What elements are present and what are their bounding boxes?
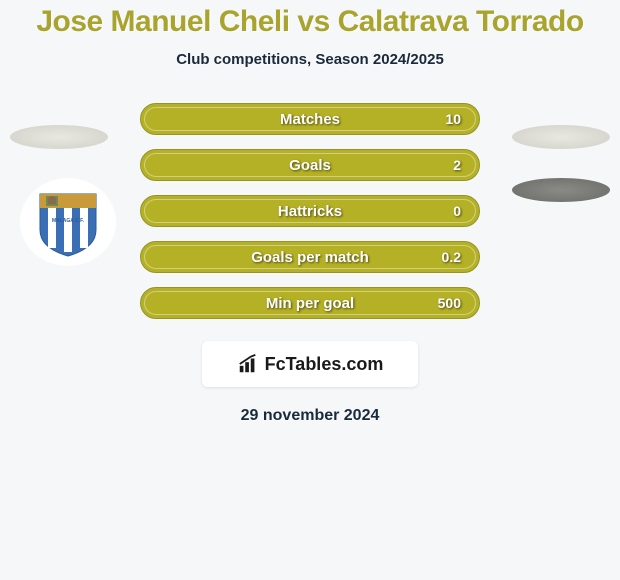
stat-label: Hattricks [278, 203, 342, 220]
stat-value: 0.2 [442, 249, 461, 265]
stat-label: Goals [289, 157, 331, 174]
stat-label: Matches [280, 111, 340, 128]
chart-icon [237, 353, 259, 375]
stat-label: Min per goal [266, 295, 354, 312]
stat-value: 2 [453, 157, 461, 173]
brand-logo-box: FcTables.com [202, 341, 418, 387]
shield-icon: MALAGA C.F. [38, 186, 98, 258]
stat-bar-goals: Goals 2 [140, 149, 480, 181]
stats-list: Matches 10 Goals 2 Hattricks 0 Goals per… [140, 103, 480, 319]
stat-bar-goals-per-match: Goals per match 0.2 [140, 241, 480, 273]
stat-label: Goals per match [251, 249, 369, 266]
player-right-placeholder-1 [512, 125, 610, 149]
subtitle: Club competitions, Season 2024/2025 [0, 51, 620, 68]
stat-value: 10 [445, 111, 461, 127]
brand-text: FcTables.com [265, 354, 384, 375]
date-text: 29 november 2024 [0, 407, 620, 425]
player-left-placeholder [10, 125, 108, 149]
stat-bar-hattricks: Hattricks 0 [140, 195, 480, 227]
stat-bar-matches: Matches 10 [140, 103, 480, 135]
page-title: Jose Manuel Cheli vs Calatrava Torrado [0, 5, 620, 39]
stat-value: 500 [438, 295, 461, 311]
player-right-placeholder-2 [512, 178, 610, 202]
stat-value: 0 [453, 203, 461, 219]
stat-bar-min-per-goal: Min per goal 500 [140, 287, 480, 319]
svg-text:MALAGA C.F.: MALAGA C.F. [52, 218, 85, 224]
club-badge: MALAGA C.F. [20, 178, 116, 266]
